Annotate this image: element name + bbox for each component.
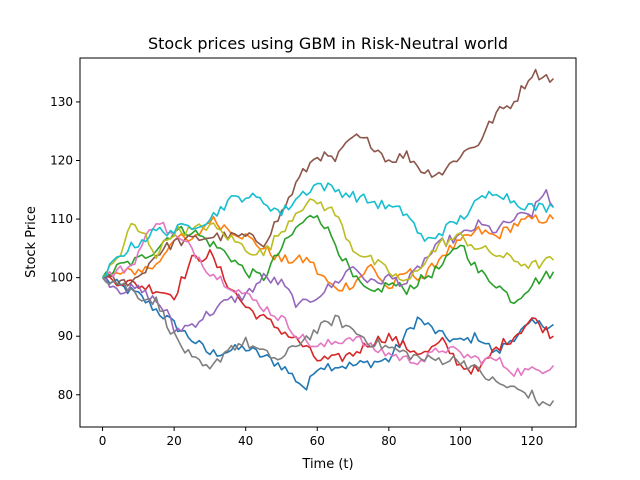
x-tick-label: 20: [166, 434, 181, 448]
series-line-9: [101, 198, 555, 282]
plot-area: [101, 68, 555, 407]
series-line-4: [102, 249, 554, 375]
y-tick-label: 90: [58, 329, 73, 343]
x-tick-label: 0: [99, 434, 107, 448]
x-tick-label: 80: [381, 434, 396, 448]
series-line-8: [101, 277, 555, 407]
chart-title: Stock prices using GBM in Risk-Neutral w…: [148, 34, 508, 53]
y-tick-label: 120: [50, 154, 73, 168]
y-axis-label: Stock Price: [24, 206, 39, 278]
x-tick-label: 100: [449, 434, 472, 448]
series-line-5: [102, 189, 555, 334]
x-tick-label: 40: [238, 434, 253, 448]
series-line-3: [101, 214, 555, 305]
y-tick-label: 130: [50, 95, 73, 109]
axes-frame: [79, 57, 577, 428]
series-line-10: [102, 182, 555, 279]
x-axis-label: Time (t): [301, 457, 353, 472]
y-tick-label: 110: [50, 212, 73, 226]
x-tick-label: 120: [521, 434, 544, 448]
series-line-1: [102, 276, 554, 391]
series-line-7: [102, 221, 555, 378]
x-tick-label: 60: [310, 434, 325, 448]
y-tick-label: 80: [58, 388, 73, 402]
x-axis-ticks: 0 20 40 60 80 100 120: [99, 427, 544, 448]
series-line-2: [102, 214, 555, 292]
y-axis-ticks: 80 90 100 110 120 130: [50, 95, 80, 402]
series-line-6: [102, 68, 555, 287]
y-tick-label: 100: [50, 271, 73, 285]
